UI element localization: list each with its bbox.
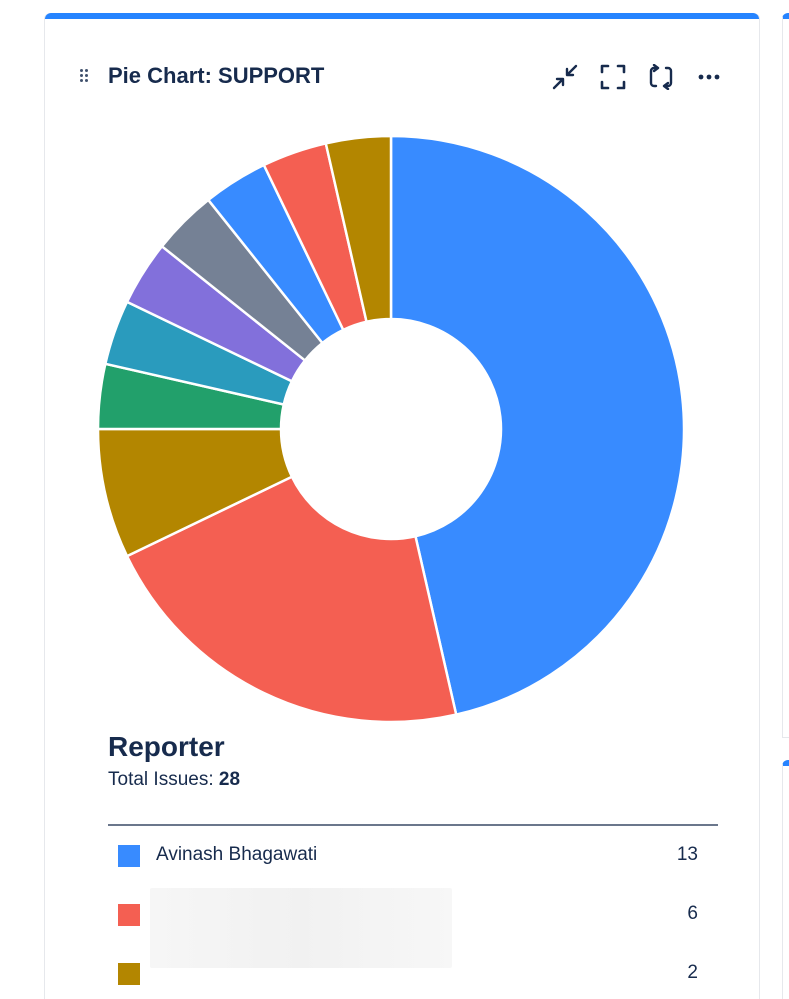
legend-row[interactable]: 6: [108, 894, 698, 934]
adjacent-gadget-bottom: [782, 760, 789, 999]
legend-count: 2: [687, 962, 698, 983]
adjacent-gadget-top: [782, 13, 789, 738]
redacted-area: [150, 888, 452, 968]
more-icon: [698, 74, 720, 80]
legend-row[interactable]: Avinash Bhagawati 13: [108, 835, 698, 875]
legend-swatch: [118, 845, 140, 867]
pie-chart-gadget: Pie Chart: SUPPORT: [44, 13, 760, 999]
fullscreen-button[interactable]: [599, 63, 627, 91]
pie-slice-10[interactable]: [324, 134, 393, 324]
pie-slice-2[interactable]: [125, 475, 458, 724]
gadget-header: Pie Chart: SUPPORT: [45, 57, 759, 97]
fullscreen-icon: [600, 64, 626, 90]
legend-total: Total Issues: 28: [108, 769, 240, 791]
gadget-accent-bar: [45, 13, 759, 19]
refresh-icon: [649, 64, 673, 90]
pie-chart: [45, 13, 761, 733]
legend-title: Reporter: [108, 731, 225, 762]
legend-count: 6: [687, 903, 698, 924]
total-issues-value: 28: [218, 769, 241, 790]
pie-slice-1[interactable]: [389, 134, 686, 717]
gadget-title: Pie Chart: SUPPORT: [108, 63, 325, 88]
refresh-button[interactable]: [647, 63, 675, 91]
minimize-icon: [552, 64, 578, 90]
legend-swatch: [118, 963, 140, 985]
total-issues-label: Total Issues:: [108, 769, 214, 790]
legend-divider: [108, 824, 718, 826]
legend-swatch: [118, 904, 140, 926]
minimize-button[interactable]: [551, 63, 579, 91]
drag-handle-icon[interactable]: [80, 69, 90, 85]
legend-row[interactable]: 2: [108, 953, 698, 993]
legend-name: Avinash Bhagawati: [156, 844, 318, 865]
more-actions-button[interactable]: [695, 63, 723, 91]
legend-count: 13: [676, 844, 698, 865]
donut-chart-svg: [96, 134, 686, 724]
gadget-actions: [551, 63, 723, 91]
